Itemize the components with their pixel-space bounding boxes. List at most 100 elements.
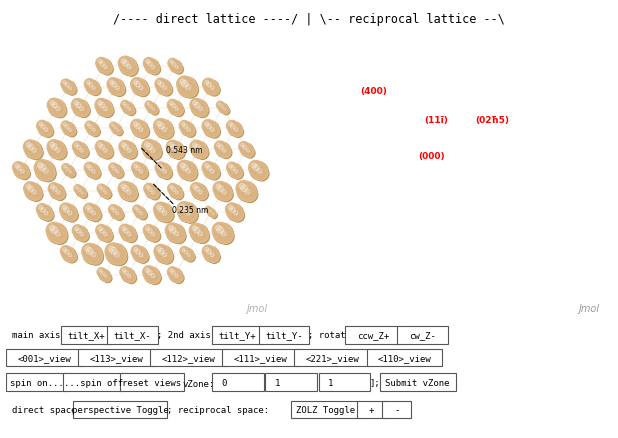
Circle shape	[25, 184, 41, 200]
Circle shape	[163, 86, 167, 90]
Circle shape	[345, 138, 363, 155]
Circle shape	[122, 186, 129, 192]
Circle shape	[132, 163, 142, 173]
Circle shape	[324, 168, 342, 185]
Circle shape	[98, 186, 106, 194]
Circle shape	[28, 145, 34, 150]
Circle shape	[145, 60, 158, 74]
Circle shape	[222, 107, 229, 115]
Text: (11ī): (11ī)	[424, 116, 448, 125]
Circle shape	[158, 124, 164, 130]
Circle shape	[41, 125, 45, 130]
Circle shape	[119, 58, 133, 72]
Circle shape	[111, 249, 127, 265]
Circle shape	[109, 164, 118, 173]
Circle shape	[363, 260, 376, 273]
Circle shape	[240, 143, 250, 153]
Circle shape	[433, 225, 457, 248]
Circle shape	[216, 226, 221, 231]
Circle shape	[494, 278, 518, 302]
Circle shape	[358, 254, 381, 278]
Circle shape	[47, 141, 61, 154]
Circle shape	[412, 254, 436, 278]
Circle shape	[138, 169, 148, 180]
Circle shape	[497, 282, 515, 298]
Circle shape	[143, 266, 155, 279]
Circle shape	[154, 203, 167, 217]
Circle shape	[154, 120, 169, 134]
Circle shape	[494, 195, 518, 219]
Circle shape	[96, 100, 109, 113]
Circle shape	[76, 187, 85, 196]
Circle shape	[88, 208, 93, 213]
Text: cw_Z-: cw_Z-	[409, 331, 436, 339]
Circle shape	[44, 212, 48, 215]
Circle shape	[174, 190, 184, 200]
Circle shape	[115, 212, 124, 221]
Circle shape	[226, 205, 239, 217]
FancyBboxPatch shape	[383, 401, 412, 418]
Circle shape	[514, 260, 528, 273]
Circle shape	[108, 80, 124, 95]
Circle shape	[174, 66, 184, 75]
Circle shape	[139, 212, 148, 220]
Circle shape	[109, 165, 119, 173]
Circle shape	[348, 141, 361, 154]
Circle shape	[234, 170, 238, 174]
Circle shape	[74, 143, 84, 153]
Circle shape	[42, 209, 53, 221]
Circle shape	[36, 121, 48, 132]
Circle shape	[321, 106, 345, 129]
Circle shape	[77, 188, 86, 197]
Circle shape	[157, 81, 171, 95]
Circle shape	[170, 61, 173, 64]
Circle shape	[121, 184, 126, 189]
Circle shape	[215, 143, 227, 154]
Circle shape	[103, 107, 108, 111]
Circle shape	[241, 144, 244, 148]
Circle shape	[154, 245, 167, 258]
Circle shape	[515, 159, 539, 183]
Circle shape	[143, 141, 161, 159]
Circle shape	[387, 224, 400, 237]
Circle shape	[80, 233, 83, 237]
Circle shape	[97, 60, 111, 74]
Circle shape	[373, 159, 397, 183]
Circle shape	[192, 101, 208, 117]
Circle shape	[167, 184, 177, 194]
Circle shape	[103, 148, 108, 153]
Circle shape	[67, 170, 75, 177]
Text: <112>_view: <112>_view	[161, 353, 215, 362]
Circle shape	[83, 244, 102, 264]
Circle shape	[146, 186, 150, 189]
Circle shape	[217, 144, 221, 148]
Circle shape	[74, 227, 78, 231]
Circle shape	[77, 146, 81, 150]
Circle shape	[104, 275, 107, 278]
Circle shape	[87, 124, 99, 136]
Circle shape	[146, 103, 156, 113]
Circle shape	[218, 228, 233, 244]
Circle shape	[167, 225, 185, 243]
Circle shape	[198, 107, 202, 111]
Circle shape	[74, 102, 78, 106]
Circle shape	[229, 165, 232, 168]
Text: direct space:: direct space:	[12, 405, 82, 414]
Circle shape	[130, 78, 143, 91]
Circle shape	[208, 210, 215, 217]
Circle shape	[219, 105, 228, 113]
Circle shape	[178, 162, 196, 180]
Circle shape	[121, 227, 136, 242]
Circle shape	[56, 107, 60, 111]
Circle shape	[452, 192, 469, 209]
Circle shape	[234, 128, 238, 132]
Text: (400): (400)	[360, 86, 387, 95]
Circle shape	[454, 194, 467, 207]
Circle shape	[103, 66, 108, 70]
Circle shape	[112, 126, 121, 134]
Circle shape	[171, 229, 185, 243]
Circle shape	[61, 247, 72, 258]
Circle shape	[90, 169, 101, 180]
Circle shape	[169, 61, 181, 72]
Circle shape	[23, 141, 37, 154]
